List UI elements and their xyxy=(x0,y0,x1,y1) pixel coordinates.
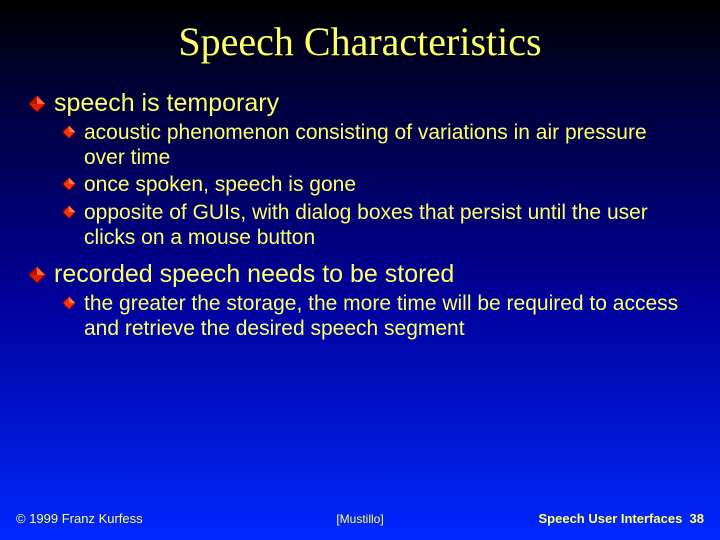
diamond-icon xyxy=(62,125,76,144)
bullet-level1: recorded speech needs to be stored xyxy=(28,260,692,289)
diamond-icon xyxy=(62,177,76,196)
bullet-text: recorded speech needs to be stored xyxy=(54,260,454,289)
footer-copyright: © 1999 Franz Kurfess xyxy=(16,511,143,526)
sub-bullet-group: acoustic phenomenon consisting of variat… xyxy=(28,120,692,250)
footer-section: Speech User Interfaces xyxy=(539,511,683,526)
slide-title: Speech Characteristics xyxy=(0,0,720,73)
bullet-level2: once spoken, speech is gone xyxy=(62,172,692,197)
diamond-icon xyxy=(28,266,46,289)
bullet-text: acoustic phenomenon consisting of variat… xyxy=(84,120,692,170)
slide-footer: © 1999 Franz Kurfess [Mustillo] Speech U… xyxy=(0,511,720,526)
bullet-text: opposite of GUIs, with dialog boxes that… xyxy=(84,200,692,250)
sub-bullet-group: the greater the storage, the more time w… xyxy=(28,291,692,341)
diamond-icon xyxy=(62,205,76,224)
bullet-level1: speech is temporary xyxy=(28,89,692,118)
footer-page-number: 38 xyxy=(690,511,704,526)
bullet-level2: opposite of GUIs, with dialog boxes that… xyxy=(62,200,692,250)
footer-page-label: Speech User Interfaces 38 xyxy=(539,511,705,526)
bullet-text: the greater the storage, the more time w… xyxy=(84,291,692,341)
bullet-text: once spoken, speech is gone xyxy=(84,172,356,197)
footer-citation: [Mustillo] xyxy=(336,512,383,526)
diamond-icon xyxy=(28,95,46,118)
bullet-text: speech is temporary xyxy=(54,89,279,118)
slide: Speech Characteristics speech is tempora… xyxy=(0,0,720,540)
bullet-level2: acoustic phenomenon consisting of variat… xyxy=(62,120,692,170)
diamond-icon xyxy=(62,296,76,315)
slide-content: speech is temporary acoustic phenomenon … xyxy=(0,73,720,341)
bullet-level2: the greater the storage, the more time w… xyxy=(62,291,692,341)
